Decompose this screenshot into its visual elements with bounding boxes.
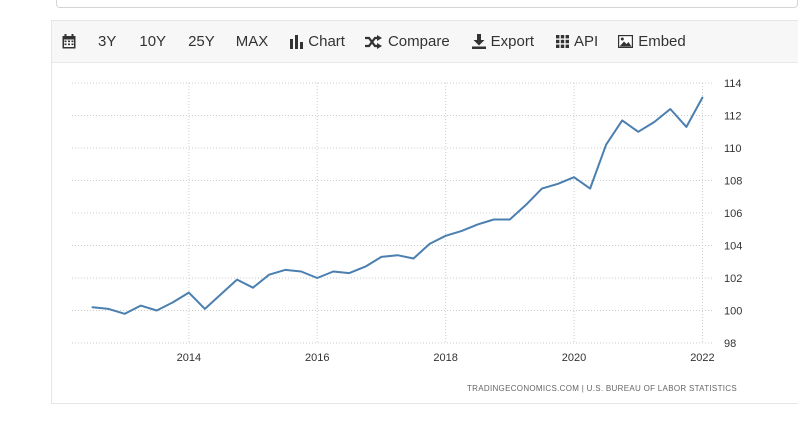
chart-panel: 3Y 10Y 25Y MAX Chart Compare [51, 20, 798, 404]
series-line [91, 96, 704, 315]
calendar-button[interactable] [62, 21, 76, 63]
y-tick-label: 110 [724, 143, 742, 155]
data-point[interactable] [186, 290, 191, 295]
y-tick-label: 112 [724, 111, 742, 123]
data-point[interactable] [283, 267, 288, 272]
data-point[interactable] [620, 118, 625, 123]
x-tick-label: 2014 [177, 352, 201, 364]
data-point[interactable] [267, 272, 272, 277]
x-tick-label: 2020 [562, 352, 586, 364]
data-point[interactable] [202, 306, 207, 311]
data-point[interactable] [218, 292, 223, 297]
data-point[interactable] [234, 277, 239, 282]
range-10y-button[interactable]: 10Y [139, 21, 166, 63]
shuffle-icon [364, 34, 382, 49]
export-label: Export [490, 33, 535, 50]
data-point[interactable] [636, 129, 641, 134]
data-point[interactable] [475, 222, 480, 227]
image-icon [618, 35, 634, 48]
line-chart: 98 100 102 104 106 108 110 112 114 2014 2016 2018 20… [72, 78, 742, 393]
bar-chart-icon [290, 34, 304, 49]
data-point[interactable] [90, 305, 95, 310]
embed-label: Embed [638, 33, 686, 50]
data-point[interactable] [122, 311, 127, 316]
data-point[interactable] [170, 300, 175, 305]
data-point[interactable] [652, 120, 657, 125]
search-input[interactable] [56, 0, 798, 8]
x-tick-label: 2016 [305, 352, 329, 364]
credits-text: TRADINGECONOMICS.COM | U.S. BUREAU OF LA… [467, 384, 737, 393]
data-point[interactable] [539, 186, 544, 191]
data-point[interactable] [363, 264, 368, 269]
range-max-label: MAX [235, 33, 269, 50]
api-button[interactable]: API [556, 21, 598, 63]
data-point[interactable] [299, 269, 304, 274]
compare-label: Compare [387, 33, 450, 50]
range-max-button[interactable]: MAX [236, 21, 269, 63]
data-point[interactable] [555, 181, 560, 186]
data-point[interactable] [106, 306, 111, 311]
range-25y-label: 25Y [188, 33, 215, 50]
data-point[interactable] [507, 217, 512, 222]
y-tick-label: 104 [724, 241, 742, 253]
range-10y-label: 10Y [139, 33, 167, 50]
data-point[interactable] [379, 254, 384, 259]
grid-icon [556, 35, 570, 48]
data-point[interactable] [491, 217, 496, 222]
calendar-icon [62, 34, 76, 49]
x-tick-label: 2022 [690, 352, 714, 364]
data-point[interactable] [668, 107, 673, 112]
data-point[interactable] [572, 175, 577, 180]
data-point[interactable] [684, 124, 689, 129]
data-point[interactable] [395, 253, 400, 258]
data-point[interactable] [315, 276, 320, 281]
embed-button[interactable]: Embed [618, 21, 686, 63]
y-tick-label: 102 [724, 273, 742, 285]
y-tick-label: 114 [724, 78, 742, 90]
compare-button[interactable]: Compare [364, 21, 450, 63]
data-point[interactable] [331, 269, 336, 274]
data-point[interactable] [604, 142, 609, 147]
y-tick-label: 100 [724, 306, 742, 318]
data-point[interactable] [138, 303, 143, 308]
data-point[interactable] [251, 285, 256, 290]
data-point[interactable] [459, 228, 464, 233]
range-3y-button[interactable]: 3Y [98, 21, 116, 63]
chart-toolbar: 3Y 10Y 25Y MAX Chart Compare [52, 21, 798, 63]
chart-area: 98 100 102 104 106 108 110 112 114 2014 2016 2018 20… [52, 63, 798, 405]
data-point[interactable] [411, 256, 416, 261]
data-point[interactable] [588, 186, 593, 191]
chart-type-button[interactable]: Chart [290, 21, 345, 63]
range-25y-button[interactable]: 25Y [188, 21, 215, 63]
range-3y-label: 3Y [98, 33, 117, 50]
data-point[interactable] [523, 202, 528, 207]
x-tick-label: 2018 [433, 352, 457, 364]
y-tick-label: 108 [724, 176, 742, 188]
download-icon [471, 34, 486, 49]
data-point[interactable] [154, 308, 159, 313]
data-point[interactable] [347, 271, 352, 276]
chart-type-label: Chart [308, 33, 345, 50]
data-point[interactable] [700, 95, 705, 100]
api-label: API [574, 33, 599, 50]
y-tick-label: 106 [724, 208, 742, 220]
y-tick-label: 98 [724, 338, 736, 350]
export-button[interactable]: Export [471, 21, 535, 63]
data-point[interactable] [443, 233, 448, 238]
data-point[interactable] [427, 241, 432, 246]
